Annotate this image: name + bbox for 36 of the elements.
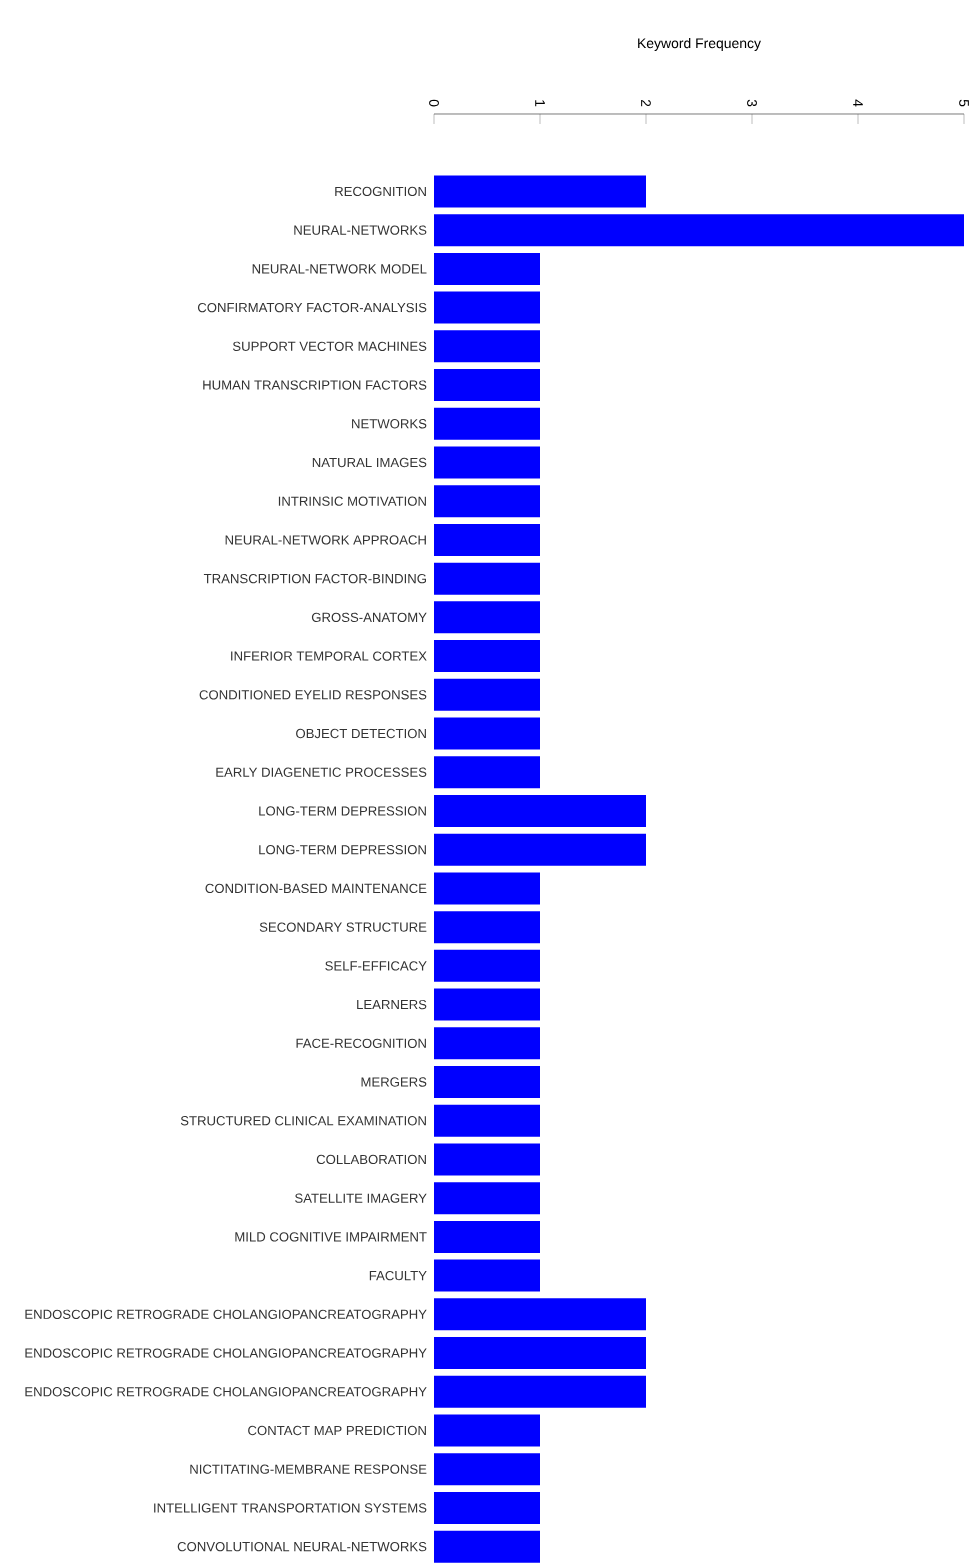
bar [434, 717, 541, 750]
bar [434, 485, 541, 518]
bar [434, 601, 541, 634]
bar [434, 252, 541, 285]
bar [434, 1104, 541, 1137]
bar [434, 794, 647, 827]
bar [434, 369, 541, 402]
bar [434, 1066, 541, 1099]
bar [434, 523, 541, 556]
bar [434, 1453, 541, 1486]
bar [434, 175, 647, 208]
bar [434, 872, 541, 905]
bar [434, 1027, 541, 1060]
bar [434, 1220, 541, 1253]
bar [434, 291, 541, 324]
bar [434, 1143, 541, 1176]
bar [434, 988, 541, 1021]
bar [434, 1414, 541, 1447]
bar [434, 1259, 541, 1292]
bar [434, 1182, 541, 1215]
bar [434, 1530, 541, 1563]
bar [434, 1337, 647, 1370]
bar [434, 756, 541, 789]
bar [434, 833, 647, 866]
bar [434, 407, 541, 440]
bar [434, 446, 541, 479]
bar [434, 640, 541, 673]
bar [434, 1491, 541, 1524]
bar [434, 949, 541, 982]
bar [434, 1298, 647, 1331]
bar [434, 678, 541, 711]
bar [434, 330, 541, 363]
bar [434, 911, 541, 944]
bar [434, 562, 541, 595]
bar [434, 214, 965, 247]
bar [434, 1375, 647, 1408]
